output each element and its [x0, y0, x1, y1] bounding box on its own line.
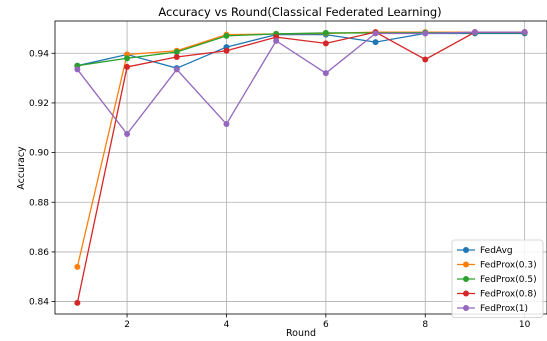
data-point	[471, 29, 478, 36]
data-point	[173, 66, 180, 73]
x-axis-label: Round	[286, 328, 316, 339]
data-point	[74, 299, 81, 306]
y-tick-label: 0.90	[29, 149, 49, 159]
data-point	[322, 40, 329, 47]
legend-label: FedProx(0.8)	[480, 290, 537, 300]
x-tick-label: 6	[323, 320, 329, 330]
chart-title: Accuracy vs Round(Classical Federated Le…	[158, 5, 441, 19]
legend-marker	[463, 290, 469, 297]
data-point	[223, 32, 230, 39]
data-point	[124, 63, 131, 70]
legend-label: FedProx(0.5)	[480, 275, 537, 285]
data-point	[422, 30, 429, 37]
legend-box	[451, 239, 544, 318]
legend-marker	[463, 276, 469, 282]
legend-marker	[463, 305, 469, 311]
data-point	[173, 54, 180, 61]
series-line	[76, 31, 525, 136]
plot-frame	[54, 20, 547, 315]
legend: FedAvg FedProx(0.3) FedProx(0.5) FedProx(0.…	[451, 239, 544, 318]
data-point	[223, 121, 230, 128]
data-point	[173, 49, 180, 56]
data-point	[521, 29, 528, 36]
x-tick-label: 4	[224, 320, 230, 330]
data-point	[372, 39, 379, 46]
series-FedProx(0.3)	[74, 29, 528, 270]
legend-label: FedAvg	[480, 246, 513, 256]
series-line	[77, 32, 525, 67]
data-point	[273, 37, 280, 44]
series-layer	[74, 29, 528, 306]
data-point	[124, 55, 131, 62]
data-point	[322, 70, 329, 77]
y-tick-label: 0.84	[29, 298, 49, 308]
series-line	[76, 31, 525, 267]
y-tick-label: 0.88	[29, 198, 49, 208]
series-FedAvg	[74, 30, 528, 72]
data-point	[74, 66, 81, 73]
data-point	[124, 130, 131, 137]
series-FedProx(0.5)	[74, 29, 528, 69]
y-axis-ticks: 0.84 0.86 0.88 0.90 0.92 0.94	[29, 49, 55, 308]
y-tick-label: 0.86	[29, 248, 49, 258]
series-line	[76, 31, 525, 303]
y-tick-label: 0.94	[29, 49, 49, 59]
legend-item: FedProx(0.5)	[457, 275, 537, 285]
y-axis-label: Accuracy	[16, 146, 27, 190]
legend-label: FedProx(0.3)	[480, 261, 537, 271]
data-point	[223, 47, 230, 54]
legend-item: FedProx(0.8)	[457, 290, 537, 300]
legend-marker	[463, 247, 469, 253]
x-tick-label: 2	[124, 320, 130, 330]
legend-marker	[463, 261, 469, 268]
legend-item: FedProx(1)	[457, 304, 528, 314]
data-point	[322, 29, 329, 36]
legend-label: FedProx(1)	[480, 304, 528, 314]
legend-item: FedAvg	[457, 246, 513, 256]
series-FedProx(1)	[74, 29, 528, 137]
data-point	[74, 263, 81, 270]
x-tick-label: 8	[422, 320, 428, 330]
x-tick-label: 10	[519, 320, 531, 330]
y-tick-label: 0.92	[29, 99, 49, 109]
data-point	[422, 56, 429, 63]
data-point	[372, 30, 379, 37]
legend-item: FedProx(0.3)	[457, 261, 537, 271]
